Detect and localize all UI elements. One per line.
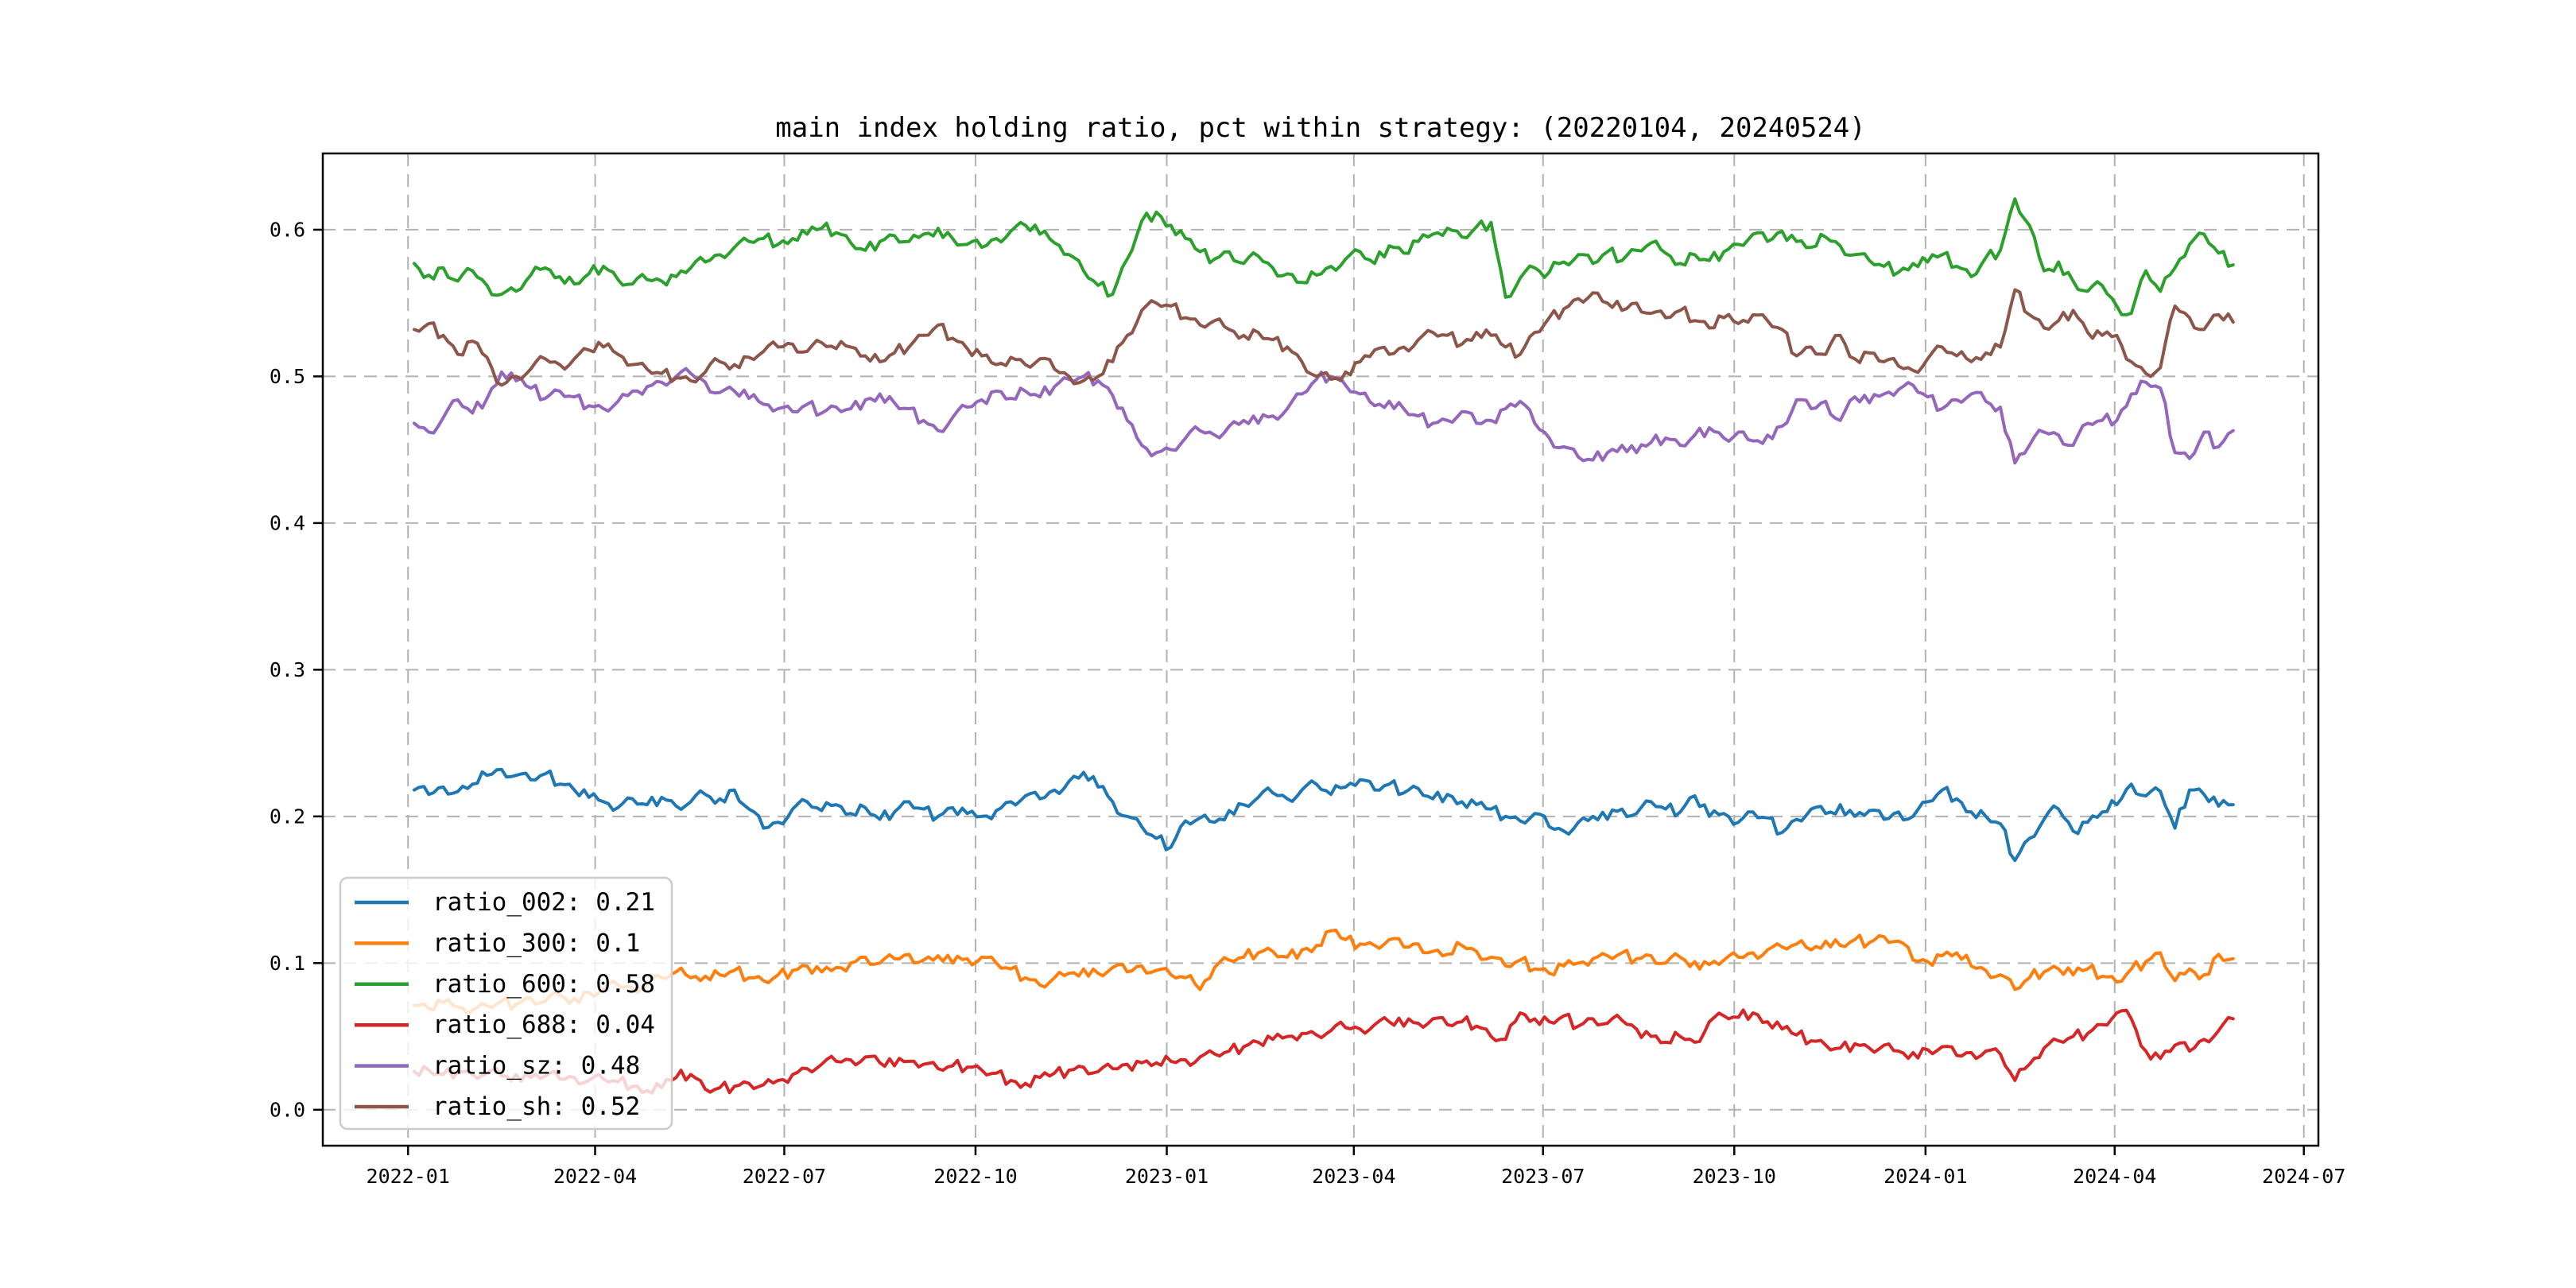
x-tick-label: 2022-07 xyxy=(743,1165,826,1188)
x-tick-label: 2023-04 xyxy=(1312,1165,1395,1188)
series-line-ratio_600 xyxy=(413,197,2235,316)
legend-label-ratio_sh: ratio_sh: 0.52 xyxy=(433,1092,640,1121)
legend-label-ratio_688: ratio_688: 0.04 xyxy=(433,1011,655,1039)
series-line-ratio_002 xyxy=(413,767,2235,863)
x-tick-label: 2022-04 xyxy=(553,1165,637,1188)
y-tick-label: 0.3 xyxy=(270,658,305,681)
x-tick-label: 2024-04 xyxy=(2073,1165,2156,1188)
x-tick-label: 2023-07 xyxy=(1501,1165,1585,1188)
y-tick-label: 0.6 xyxy=(270,218,305,241)
plot-border xyxy=(321,152,2320,1147)
legend-label-ratio_sz: ratio_sz: 0.48 xyxy=(433,1052,640,1080)
x-tick-label: 2024-01 xyxy=(1884,1165,1967,1188)
y-tick-label: 0.1 xyxy=(270,952,305,975)
series-line-ratio_688 xyxy=(413,1008,2235,1095)
x-tick-label: 2022-01 xyxy=(367,1165,450,1188)
x-tick-label: 2022-10 xyxy=(933,1165,1017,1188)
x-tick-label: 2024-07 xyxy=(2262,1165,2345,1188)
series-line-ratio_sz xyxy=(413,367,2235,465)
x-tick-label: 2023-10 xyxy=(1693,1165,1776,1188)
y-tick-label: 0.4 xyxy=(270,511,305,534)
series-line-ratio_sh xyxy=(413,288,2235,387)
y-tick-label: 0.2 xyxy=(270,805,305,828)
legend-label-ratio_002: ratio_002: 0.21 xyxy=(433,888,655,917)
legend-label-ratio_600: ratio_600: 0.58 xyxy=(433,970,655,999)
series-line-ratio_300 xyxy=(413,928,2235,1016)
chart-title: main index holding ratio, pct within str… xyxy=(775,112,1865,144)
x-tick-label: 2023-01 xyxy=(1125,1165,1208,1188)
legend-box xyxy=(339,876,673,1131)
y-tick-label: 0.0 xyxy=(270,1098,305,1121)
y-tick-label: 0.5 xyxy=(270,365,305,388)
legend-label-ratio_300: ratio_300: 0.1 xyxy=(433,929,640,957)
